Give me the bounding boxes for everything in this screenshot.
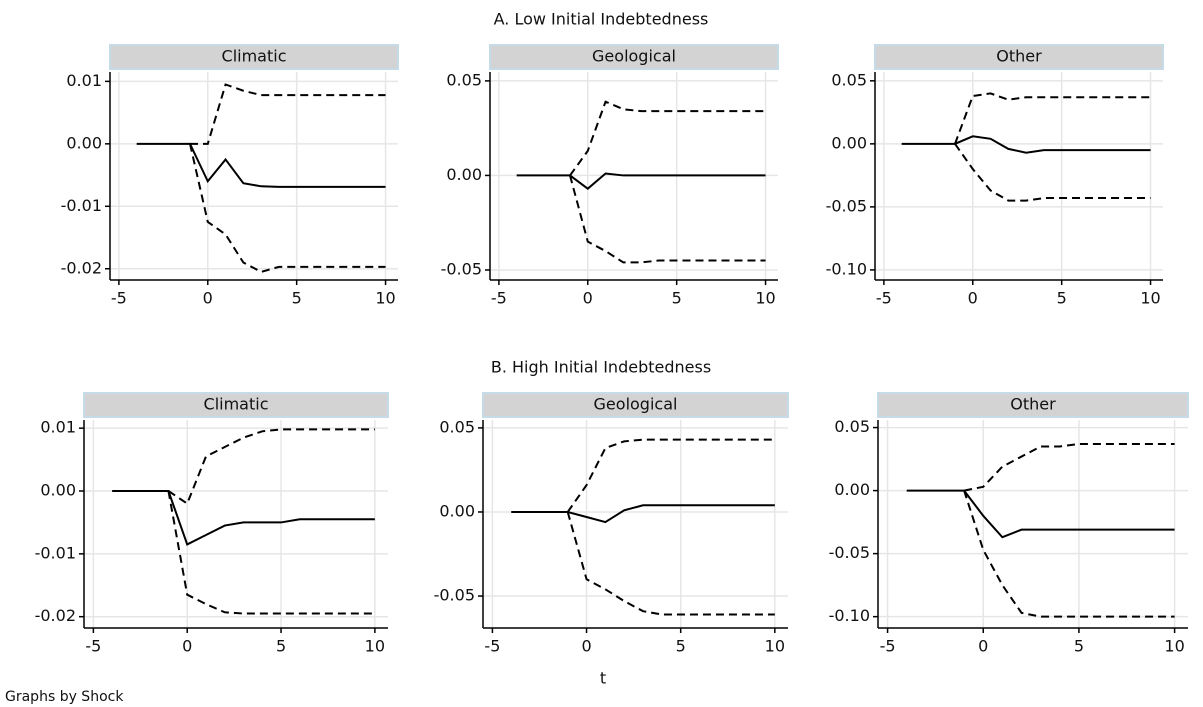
y-tick-label: 0.00 bbox=[446, 165, 482, 184]
x-tick-label: -5 bbox=[85, 637, 101, 656]
y-tick-label: 0.00 bbox=[834, 480, 870, 499]
series-line bbox=[566, 511, 775, 616]
panel-title: Other bbox=[996, 47, 1042, 66]
strip bbox=[482, 392, 789, 418]
series-line bbox=[190, 83, 386, 145]
x-tick-label: -5 bbox=[111, 289, 127, 308]
x-tick-label: 0 bbox=[968, 289, 978, 308]
series-line bbox=[963, 442, 1175, 492]
strip bbox=[874, 44, 1164, 70]
y-tick-label: -0.01 bbox=[35, 543, 76, 562]
y-tick-label: -0.05 bbox=[829, 543, 870, 562]
y-tick-label: 0.00 bbox=[439, 501, 475, 520]
series-line bbox=[954, 143, 1151, 202]
panel-title: Climatic bbox=[222, 47, 287, 66]
y-tick-label: 0.05 bbox=[439, 417, 475, 436]
y-tick-label: -0.05 bbox=[441, 259, 482, 278]
series-line bbox=[511, 504, 775, 524]
y-tick-label: -0.05 bbox=[826, 196, 867, 215]
series-line bbox=[136, 142, 386, 188]
x-tick-label: 10 bbox=[765, 637, 785, 656]
strip bbox=[83, 392, 389, 418]
series-line bbox=[167, 490, 375, 615]
y-tick-label: -0.01 bbox=[61, 196, 102, 215]
x-axis-label: t bbox=[600, 669, 606, 688]
x-tick-label: 5 bbox=[292, 289, 302, 308]
strip bbox=[877, 392, 1189, 418]
x-tick-label: -5 bbox=[880, 637, 896, 656]
x-tick-label: 10 bbox=[755, 289, 775, 308]
series-line bbox=[569, 100, 766, 177]
y-tick-label: -0.10 bbox=[829, 606, 870, 625]
series-line bbox=[167, 428, 375, 506]
y-tick-label: 0.00 bbox=[40, 481, 76, 500]
series-line bbox=[566, 438, 775, 513]
strip bbox=[109, 44, 399, 70]
x-tick-label: -5 bbox=[876, 289, 892, 308]
x-tick-label: -5 bbox=[484, 637, 500, 656]
section-title: A. Low Initial Indebtedness bbox=[494, 10, 709, 29]
y-tick-label: 0.05 bbox=[834, 417, 870, 436]
x-tick-label: 0 bbox=[203, 289, 213, 308]
note: Graphs by Shock bbox=[5, 689, 124, 705]
series-line bbox=[954, 92, 1151, 145]
y-tick-label: -0.02 bbox=[61, 258, 102, 277]
x-tick-label: 10 bbox=[365, 637, 385, 656]
x-tick-label: 0 bbox=[581, 637, 591, 656]
y-tick-label: 0.01 bbox=[40, 418, 76, 437]
x-tick-label: 5 bbox=[276, 637, 286, 656]
series-line bbox=[569, 175, 766, 264]
section-title: B. High Initial Indebtedness bbox=[491, 358, 711, 377]
x-tick-label: 5 bbox=[1057, 289, 1067, 308]
x-tick-label: 5 bbox=[676, 637, 686, 656]
panel-title: Geological bbox=[592, 47, 676, 66]
series-line bbox=[963, 490, 1175, 618]
x-tick-label: 0 bbox=[583, 289, 593, 308]
y-tick-label: 0.05 bbox=[831, 70, 867, 89]
series-line bbox=[112, 490, 375, 546]
series-line bbox=[189, 143, 386, 273]
series-line bbox=[906, 489, 1175, 539]
y-tick-label: 0.05 bbox=[446, 70, 482, 89]
series-line bbox=[901, 135, 1151, 154]
x-tick-label: 5 bbox=[1074, 637, 1084, 656]
x-tick-label: 10 bbox=[1140, 289, 1160, 308]
x-tick-label: 0 bbox=[182, 637, 192, 656]
y-tick-label: 0.00 bbox=[831, 133, 867, 152]
y-tick-label: -0.02 bbox=[35, 606, 76, 625]
panel-title: Other bbox=[1010, 395, 1056, 414]
panel-title: Geological bbox=[594, 395, 678, 414]
x-tick-label: -5 bbox=[491, 289, 507, 308]
panel-title: Climatic bbox=[204, 395, 269, 414]
y-tick-label: -0.10 bbox=[826, 259, 867, 278]
y-tick-label: 0.00 bbox=[66, 133, 102, 152]
y-tick-label: -0.05 bbox=[434, 586, 475, 605]
strip bbox=[489, 44, 779, 70]
x-tick-label: 10 bbox=[375, 289, 395, 308]
y-tick-label: 0.01 bbox=[66, 71, 102, 90]
x-tick-label: 10 bbox=[1164, 637, 1184, 656]
series-line bbox=[516, 172, 766, 190]
x-tick-label: 5 bbox=[672, 289, 682, 308]
x-tick-label: 0 bbox=[978, 637, 988, 656]
